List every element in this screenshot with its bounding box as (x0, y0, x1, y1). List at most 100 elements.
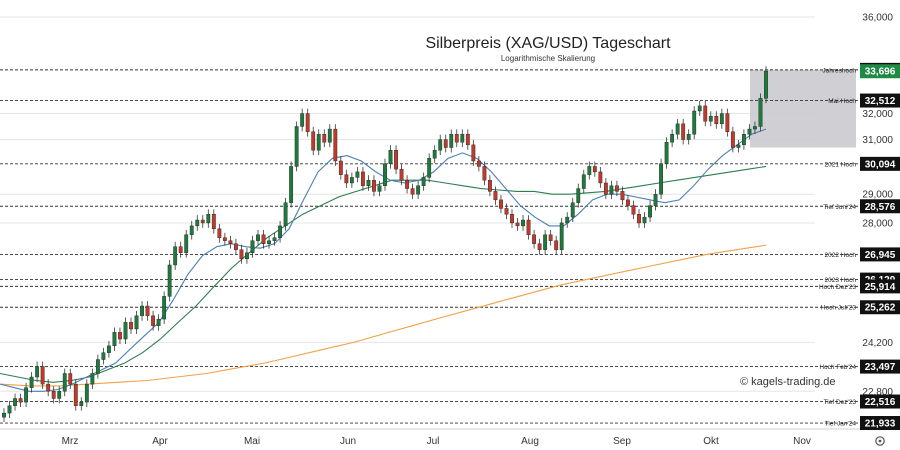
candle-body (272, 237, 277, 241)
candle-body (620, 191, 625, 201)
candle-body (570, 202, 575, 218)
candle-body (123, 322, 128, 340)
level-badge-value: 28,576 (865, 202, 896, 213)
candle-body (140, 305, 144, 316)
candle-body (13, 398, 17, 406)
candle-body (581, 174, 586, 189)
candle-body (68, 373, 73, 385)
candle-body (670, 134, 675, 143)
x-axis: Mrz Apr Mai Jun Jul Aug Sep Okt Nov (0, 428, 900, 447)
candle-body (261, 234, 266, 244)
candle-body (631, 205, 636, 215)
candle-body (90, 373, 95, 385)
candle-body (537, 243, 542, 250)
level-badge (860, 93, 900, 108)
y-tick-label: 22,800 (862, 387, 893, 398)
candle-body (399, 168, 404, 181)
candle-body (725, 113, 730, 132)
candle-body (344, 174, 349, 184)
candle-body (2, 412, 6, 418)
candle-body (405, 179, 409, 189)
level-badge (860, 247, 900, 262)
candle-body (510, 214, 514, 224)
candle-body (471, 144, 476, 162)
candle-body (29, 376, 34, 388)
candle-body (245, 252, 249, 260)
candle-body (394, 149, 398, 170)
candle-body (18, 398, 23, 403)
level-badge-value: 23,497 (865, 362, 896, 373)
candle-body (73, 383, 78, 406)
candle-body (438, 139, 443, 151)
candle-body (576, 188, 581, 203)
candle-body (642, 216, 647, 224)
candle-body (338, 160, 343, 175)
candle-body (300, 113, 305, 127)
candle-body (675, 123, 680, 135)
candle-body (129, 322, 133, 330)
candle-body (267, 240, 271, 244)
candle-body (753, 126, 757, 130)
level-label: Hoch Feb'24 (819, 364, 856, 371)
candle-body (40, 366, 45, 385)
candle-body (559, 222, 564, 250)
candle-body (460, 134, 465, 143)
candle-body (195, 219, 200, 227)
x-tick-label: Jul (427, 436, 440, 447)
candle-body (603, 182, 608, 195)
candle-body (327, 128, 332, 143)
candle-body (730, 131, 735, 148)
y-axis: 36,000 32,000 31,000 29,000 28,000 24,200 22,8… (862, 13, 893, 398)
candle-body (145, 305, 150, 316)
candle-body (416, 185, 421, 195)
candle-body (256, 234, 260, 241)
candle-body (609, 185, 614, 195)
ma-orange-line (0, 244, 767, 387)
candle-body (626, 199, 630, 206)
candle-body (46, 383, 51, 392)
ma-blue-line (0, 128, 767, 392)
x-tick-label: Mai (244, 436, 260, 447)
level-label: Mai-Hoch (828, 98, 856, 105)
candle-body (134, 315, 139, 330)
level-badge (860, 394, 900, 409)
candle-body (526, 219, 531, 235)
candle-body (189, 225, 194, 235)
candle-body (482, 166, 487, 181)
gear-icon[interactable] (875, 436, 885, 446)
candle-body (79, 401, 84, 406)
candle-body (250, 240, 255, 253)
candle-body (35, 366, 40, 378)
x-tick-label: Apr (152, 436, 168, 447)
candle-body (587, 166, 592, 175)
level-badge-value: 21,933 (865, 419, 896, 430)
candle-body (349, 177, 354, 184)
candle-body (62, 373, 67, 392)
candle-body (217, 228, 222, 238)
candle-body (372, 179, 376, 192)
level-label: Hoch Juli'23 (821, 305, 857, 312)
level-label: Tief Juni'24 (823, 204, 856, 211)
candle-body (554, 240, 559, 250)
candle-body (432, 149, 437, 159)
y-tick-label: 36,000 (862, 13, 893, 24)
candle-body (703, 105, 708, 122)
candle-body (173, 246, 178, 266)
level-badge (860, 156, 900, 171)
candle-body (521, 219, 525, 227)
candle-body (361, 171, 365, 186)
level-badge-value: 22,516 (865, 397, 896, 408)
candle-body (322, 134, 327, 143)
y-tick-label: 28,000 (862, 218, 893, 229)
candle-body (637, 214, 641, 224)
candle-body (764, 70, 768, 99)
candle-body (222, 237, 227, 241)
candle-body (294, 126, 299, 167)
candle-body (283, 202, 288, 227)
candle-body (615, 185, 619, 192)
candle-body (355, 171, 360, 178)
candle-body (101, 352, 106, 360)
level-label: Tief Jan'24 (825, 421, 857, 428)
level-label: Tief Dez'23 (824, 399, 857, 406)
